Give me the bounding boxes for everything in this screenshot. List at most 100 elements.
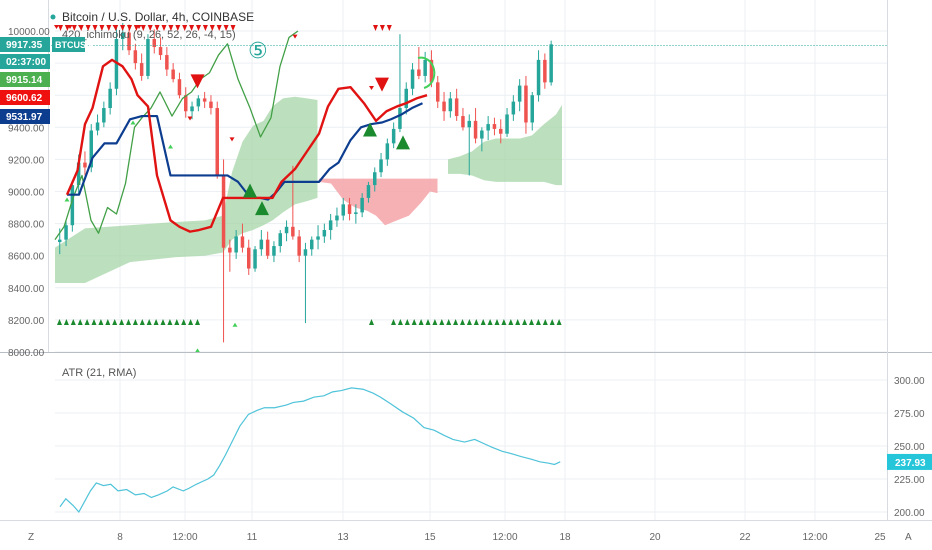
buy-marker-row — [522, 319, 528, 325]
candle-body — [492, 124, 497, 129]
candle-body — [354, 212, 358, 214]
auto-scale-button-a[interactable]: A — [905, 532, 912, 543]
buy-marker-row — [139, 319, 145, 325]
candle-body — [436, 82, 440, 102]
buy-marker-row — [397, 319, 403, 325]
time-tick-label: 18 — [559, 532, 571, 543]
buy-marker-row — [391, 319, 396, 325]
price-badge-label: 9600.62 — [6, 93, 43, 104]
atr-tick-label: 250.00 — [894, 442, 925, 453]
candle-body — [385, 143, 390, 160]
time-tick-label: 12:00 — [802, 532, 827, 543]
buy-marker-row — [181, 319, 187, 325]
buy-signal-large — [363, 122, 377, 137]
sell-marker-row — [154, 25, 160, 31]
buy-marker-row — [473, 319, 479, 325]
buy-marker-row — [494, 319, 500, 325]
buy-signal-small — [168, 144, 173, 149]
buy-signal-small — [64, 197, 70, 202]
sell-marker-row — [120, 25, 126, 31]
candle-body — [108, 88, 112, 109]
candle-body — [341, 204, 345, 216]
candle-body — [473, 120, 478, 139]
sell-signal-small — [112, 25, 118, 29]
candle-body — [454, 98, 459, 117]
sell-marker-row — [189, 25, 195, 31]
candle-body — [322, 230, 327, 237]
buy-marker-row — [105, 319, 111, 325]
candle-body — [171, 69, 175, 80]
candle-body — [373, 172, 377, 186]
buy-marker-row — [535, 319, 541, 325]
red-kumo-cloud — [319, 178, 438, 226]
cycle-arrow-mark — [417, 56, 436, 89]
candle-body — [190, 106, 194, 112]
buy-signal-large — [396, 135, 410, 150]
candle-body — [177, 79, 182, 96]
candle-body — [284, 226, 289, 234]
candle-body — [303, 249, 308, 256]
buy-marker-row — [188, 319, 194, 325]
price-tick-label: 8600.00 — [8, 252, 45, 263]
sell-marker-row — [386, 25, 392, 31]
candle-body — [89, 130, 93, 168]
sell-marker-row — [230, 25, 236, 31]
sell-marker-row — [175, 25, 181, 31]
buy-marker-row — [439, 319, 445, 325]
sell-marker-row — [161, 25, 167, 31]
candle-body — [102, 108, 106, 123]
sell-marker-row — [106, 25, 112, 31]
zoom-button-z[interactable]: Z — [28, 532, 34, 543]
buy-marker-row — [167, 319, 173, 325]
candle-body — [448, 98, 453, 112]
atr-price-axis: 300.00 275.00 250.00 225.00 200.00 237.93 — [887, 376, 932, 519]
candle-body — [366, 185, 371, 198]
future-kumo-cloud — [448, 104, 562, 186]
candle-body — [316, 236, 320, 240]
sell-signal-small — [187, 116, 193, 121]
sell-marker-row — [223, 25, 229, 31]
sell-marker-row — [127, 25, 132, 31]
time-axis: 8 12:00 11 13 15 12:00 18 20 22 12:00 25 — [117, 532, 886, 543]
candle-body — [196, 98, 201, 107]
price-tick-label: 8200.00 — [8, 316, 45, 327]
buy-marker-row — [63, 319, 69, 325]
buy-marker-row — [70, 319, 76, 325]
candles-group — [58, 22, 553, 343]
candle-body — [64, 225, 68, 240]
candle-body — [234, 236, 238, 253]
sell-marker-row — [379, 25, 385, 31]
atr-tick-label: 275.00 — [894, 409, 925, 420]
time-tick-label: 11 — [247, 532, 258, 543]
time-tick-label: 20 — [649, 532, 661, 543]
sell-marker-row — [168, 25, 174, 31]
sell-marker-row — [196, 25, 201, 31]
candle-body — [95, 122, 100, 131]
buy-marker-row — [446, 319, 452, 325]
buy-marker-row — [153, 319, 159, 325]
sell-signal-small — [78, 25, 83, 29]
candle-body — [165, 55, 169, 70]
candle-body — [517, 85, 522, 102]
buy-marker-row — [91, 319, 97, 325]
sell-signal-small — [229, 137, 235, 142]
sell-signal-small — [292, 34, 298, 39]
market-status-dot — [50, 14, 56, 20]
price-tick-label: 8000.00 — [8, 348, 45, 359]
buy-marker-row — [146, 319, 152, 325]
left-price-axis: 8000.00 8200.00 8400.00 8600.00 8800.00 9000.… — [8, 27, 50, 359]
time-tick-label: 25 — [874, 532, 886, 543]
candle-body — [240, 236, 245, 248]
price-badge-label: 02:37:00 — [6, 57, 46, 68]
atr-line — [59, 387, 561, 514]
candle-body — [442, 101, 446, 112]
buy-marker-row — [542, 319, 548, 325]
candle-body — [83, 162, 87, 168]
buy-marker-row — [425, 319, 431, 325]
symbol-badge — [52, 37, 85, 52]
price-badge — [0, 109, 50, 124]
time-tick-label: 22 — [739, 532, 751, 543]
candle-body — [417, 69, 421, 76]
candle-body — [423, 59, 427, 76]
